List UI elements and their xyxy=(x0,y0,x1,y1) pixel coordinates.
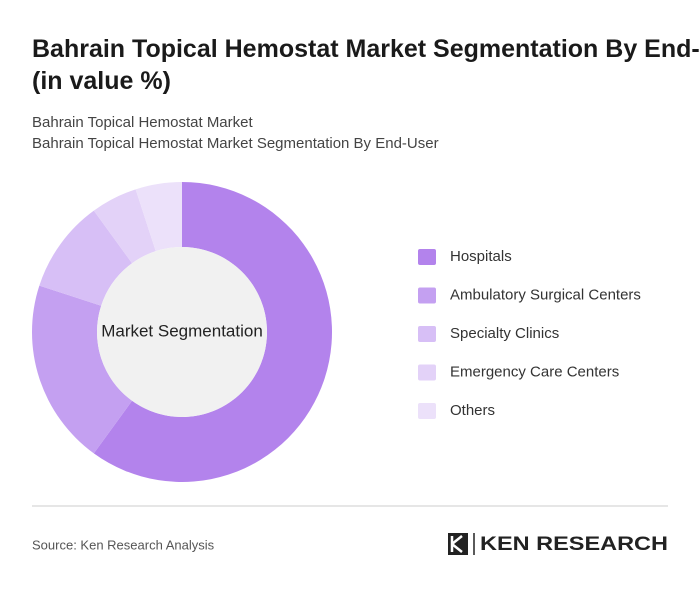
chart-title: Bahrain Topical Hemostat Market Segmenta… xyxy=(32,35,700,95)
legend-swatch xyxy=(418,249,436,265)
legend-swatch xyxy=(418,326,436,342)
slice xyxy=(32,285,133,454)
legend-label: Ambulatory Surgical Centers xyxy=(450,286,641,303)
legend-label: Emergency Care Centers xyxy=(450,363,619,380)
center-label: Market Segmentation xyxy=(101,321,263,340)
brand: KEN RESEARCH xyxy=(480,534,668,555)
source: Source: Ken Research Analysis xyxy=(32,537,215,552)
logo: KEN RESEARCH xyxy=(448,533,668,555)
legend-swatch xyxy=(418,287,436,304)
logo-icon xyxy=(450,535,463,553)
legend-swatch xyxy=(418,403,436,419)
slice xyxy=(135,182,182,252)
slice xyxy=(93,182,332,482)
legend-label: Hospitals xyxy=(450,248,512,265)
donut-hole xyxy=(97,247,267,417)
slice xyxy=(93,189,156,264)
subtitle: Bahrain Topical Hemostat Market xyxy=(32,114,253,131)
legend-label: Others xyxy=(450,402,495,419)
subtitle: Bahrain Topical Hemostat Market Segmenta… xyxy=(32,135,439,152)
legend-label: Specialty Clinics xyxy=(450,325,559,342)
legend-swatch xyxy=(418,364,436,381)
slice xyxy=(39,210,133,306)
